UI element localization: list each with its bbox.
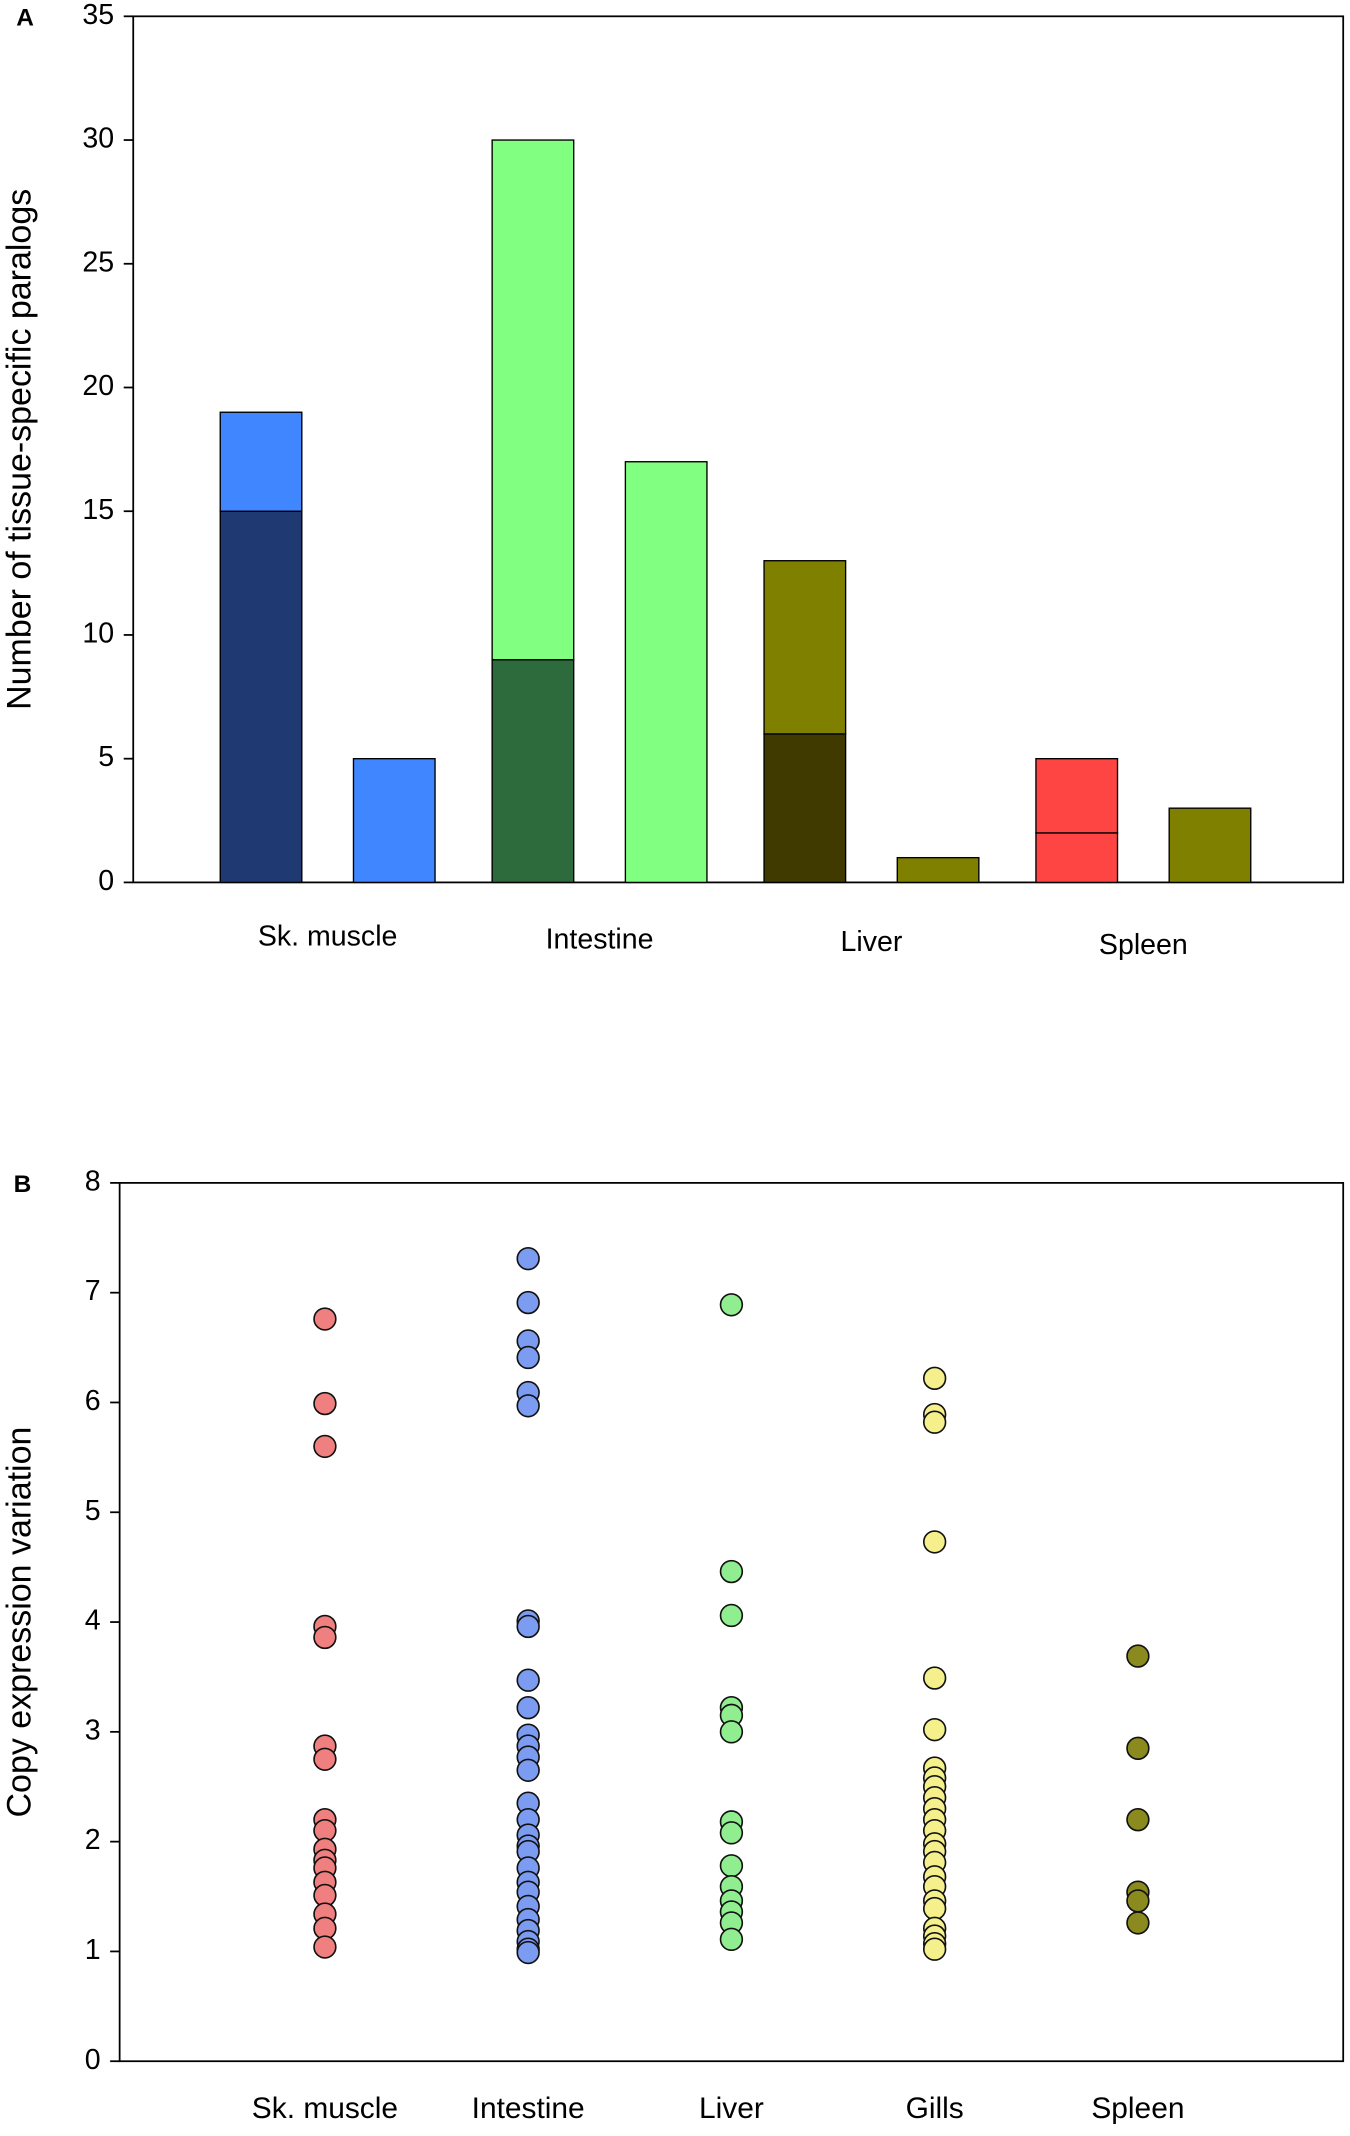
data-point — [313, 1747, 337, 1771]
panel-label: B — [14, 1171, 32, 1198]
data-point — [516, 1668, 540, 1692]
data-point — [516, 1614, 540, 1639]
x-tick-label: Spleen — [1091, 2092, 1184, 2125]
x-tick-label: Sk. muscle — [258, 921, 398, 953]
y-tick-label: 25 — [82, 246, 114, 278]
data-point — [922, 1717, 947, 1742]
y-tick-label: 5 — [98, 741, 114, 773]
data-point — [313, 1434, 337, 1459]
bar-segment — [1035, 832, 1119, 884]
data-point — [922, 1666, 947, 1690]
data-point — [1126, 1807, 1150, 1832]
data-point — [719, 1603, 744, 1628]
x-tick-label: Intestine — [546, 923, 654, 955]
data-point — [719, 1854, 744, 1878]
y-tick-label: 2 — [85, 1824, 101, 1856]
x-tick-label: Gills — [906, 2092, 964, 2125]
data-point — [922, 1410, 947, 1434]
y-tick-label: 4 — [85, 1605, 101, 1637]
data-point — [922, 1937, 947, 1961]
data-point — [922, 1896, 947, 1921]
y-axis-label: Number of tissue-specific paralogs — [1, 189, 39, 710]
bar-segment — [491, 139, 575, 661]
data-point — [516, 1246, 540, 1271]
data-point — [922, 1366, 947, 1391]
y-tick-label: 0 — [98, 865, 114, 897]
y-tick-label: 30 — [82, 123, 114, 155]
bar-segment — [219, 411, 303, 512]
data-point — [516, 1345, 540, 1370]
plot-frame — [132, 15, 1345, 884]
y-tick-label: 10 — [82, 617, 114, 649]
y-tick-label: 20 — [82, 370, 114, 402]
data-point — [313, 1307, 337, 1331]
data-point — [719, 1293, 744, 1317]
data-point — [1126, 1911, 1150, 1935]
bar-segment — [763, 560, 847, 735]
data-point — [516, 1394, 540, 1418]
y-tick-label: 35 — [82, 0, 114, 31]
x-tick-label: Spleen — [1099, 929, 1188, 961]
y-tick-label: 8 — [85, 1165, 101, 1197]
bar-segment — [1035, 758, 1119, 834]
y-tick-label: 5 — [85, 1495, 101, 1527]
data-point — [313, 1935, 337, 1959]
data-point — [313, 1391, 337, 1416]
panel-label: A — [16, 5, 34, 32]
x-tick-label: Intestine — [472, 2092, 585, 2125]
data-point — [719, 1927, 744, 1952]
data-point — [516, 1940, 540, 1965]
y-axis-label: Copy expression variation — [1, 1427, 39, 1818]
y-tick-label: 1 — [85, 1934, 101, 1966]
bar-segment — [491, 659, 575, 884]
y-tick-label: 15 — [82, 494, 114, 526]
bar-segment — [219, 510, 303, 884]
data-point — [516, 1695, 540, 1720]
y-tick-label: 0 — [85, 2044, 101, 2076]
bar-segment — [763, 733, 847, 884]
bar-segment — [352, 758, 436, 884]
data-point — [1126, 1644, 1150, 1668]
bar-segment — [1168, 807, 1252, 884]
bar-segment — [896, 856, 980, 884]
x-tick-label: Sk. muscle — [252, 2092, 398, 2125]
data-point — [313, 1625, 337, 1650]
data-point — [1126, 1736, 1150, 1761]
x-tick-label: Liver — [699, 2092, 764, 2125]
data-point — [516, 1758, 540, 1782]
y-tick-label: 6 — [85, 1385, 101, 1417]
x-tick-label: Liver — [841, 926, 903, 958]
data-point — [719, 1559, 744, 1584]
data-point — [1126, 1889, 1150, 1913]
y-tick-label: 7 — [85, 1275, 101, 1307]
y-tick-label: 3 — [85, 1714, 101, 1746]
data-point — [516, 1290, 540, 1315]
data-point — [719, 1821, 744, 1845]
data-point — [719, 1720, 744, 1744]
bar-segment — [624, 461, 708, 884]
data-point — [922, 1530, 947, 1554]
